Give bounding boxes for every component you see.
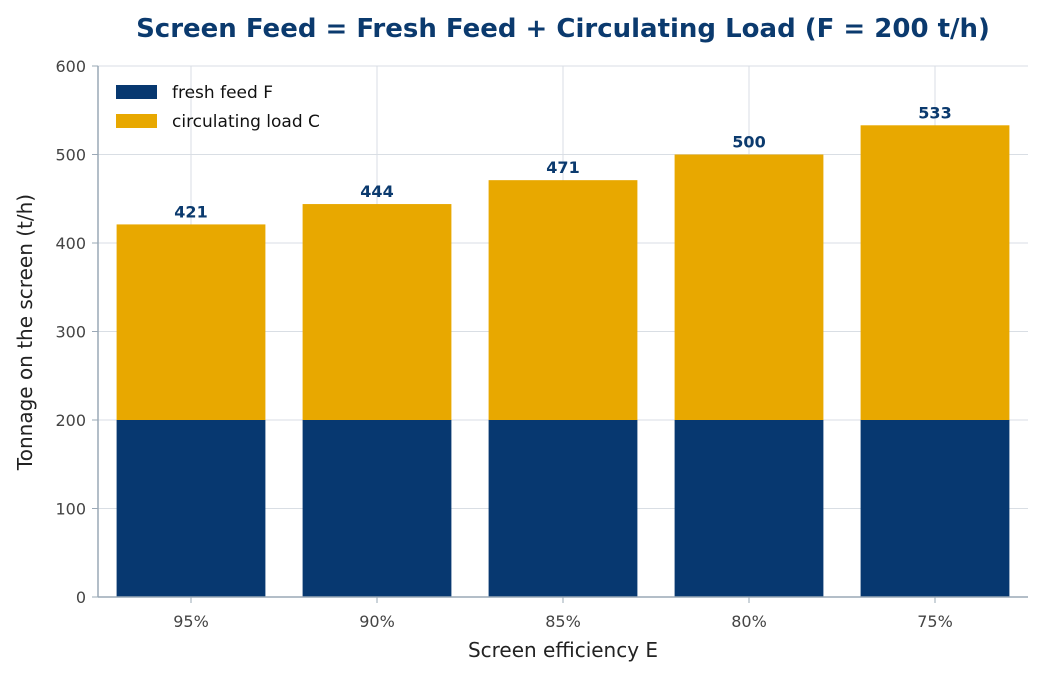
legend-label: circulating load C [172,112,320,132]
x-tick-label: 75% [917,612,953,631]
bar-segment [116,420,266,597]
y-axis-label: Tonnage on the screen (t/h) [13,194,37,471]
y-tick-label: 600 [55,57,86,76]
y-tick-label: 200 [55,411,86,430]
x-tick-label: 85% [545,612,581,631]
bar-segment [302,420,452,597]
legend-swatch [116,114,157,128]
bar-segment [674,420,824,597]
bar-total-label: 471 [546,158,579,177]
legend-label: fresh feed F [172,83,273,103]
y-tick-label: 500 [55,146,86,165]
bar-segment [488,420,638,597]
y-tick-label: 300 [55,323,86,342]
bar-segment [860,420,1010,597]
bars [116,125,1010,597]
bar-total-label: 421 [174,202,207,221]
x-axis-label: Screen efficiency E [468,638,658,662]
legend: fresh feed F circulating load C [116,83,320,132]
bar-segment [302,204,452,420]
y-tick-label: 400 [55,234,86,253]
bar-total-label: 500 [732,133,765,152]
y-tick-labels: 0 100 200 300 400 500 600 [55,57,86,607]
bar-total-label: 533 [918,103,951,122]
bar-segment [674,154,824,420]
y-tick-label: 0 [76,588,86,607]
bar-segment [488,180,638,420]
bar-total-label: 444 [360,182,393,201]
chart-title: Screen Feed = Fresh Feed + Circulating L… [136,14,990,44]
bar-segment [116,224,266,420]
data-labels: 421 444 471 500 533 [174,103,951,221]
axes [92,65,1028,603]
y-tick-label: 100 [55,500,86,519]
x-tick-label: 80% [731,612,767,631]
x-tick-label: 95% [173,612,209,631]
x-tick-labels: 95% 90% 85% 80% 75% [173,612,953,631]
bar-segment [860,125,1010,421]
legend-swatch [116,85,157,99]
x-tick-label: 90% [359,612,395,631]
